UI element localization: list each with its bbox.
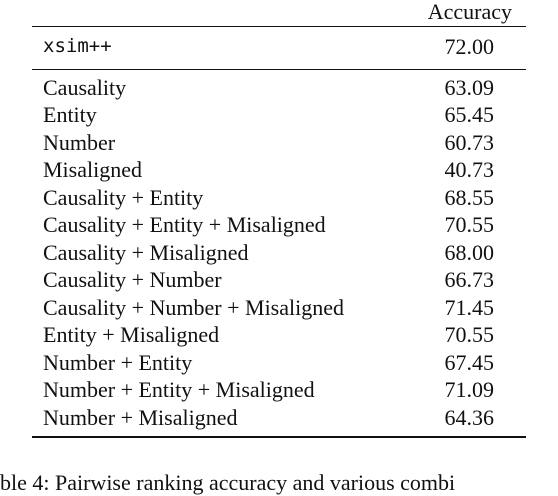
table-row: Number + Entity 67.45 (32, 349, 526, 377)
table-row: Misaligned 40.73 (32, 156, 526, 184)
row-value: 71.45 (444, 294, 495, 320)
table-row: Causality 63.09 (32, 74, 526, 102)
table-row: Entity 65.45 (32, 101, 526, 129)
results-table: Accuracy xsim++ 72.00 Causality 63.09 Enti… (32, 0, 526, 438)
row-value: 72.00 (444, 34, 495, 59)
row-value: 68.00 (444, 239, 495, 265)
table-row: Number 60.73 (32, 129, 526, 157)
header-rule (32, 26, 526, 27)
baseline-section: xsim++ 72.00 (32, 27, 526, 69)
row-name: Number (43, 129, 116, 155)
row-name: Causality + Entity + Misaligned (43, 212, 326, 237)
row-value: 60.73 (444, 129, 495, 155)
row-value: 70.55 (444, 322, 495, 347)
row-value: 71.09 (444, 377, 495, 402)
column-header-accuracy: Accuracy (427, 0, 512, 24)
table-row: Entity + Misaligned 70.55 (32, 321, 526, 349)
table-row: Number + Entity + Misaligned 71.09 (32, 376, 526, 404)
row-name: Misaligned (43, 157, 142, 182)
row-value: 63.09 (444, 74, 495, 100)
bottom-rule (32, 436, 526, 438)
row-value: 68.55 (444, 184, 495, 210)
row-name: Causality + Entity (43, 184, 204, 210)
table-row-baseline: xsim++ 72.00 (32, 33, 526, 61)
row-name: Number + Misaligned (43, 404, 238, 430)
row-value: 40.73 (444, 157, 495, 182)
row-value: 65.45 (444, 102, 495, 127)
table-header-row: Accuracy (32, 0, 526, 26)
table-row: Causality + Number + Misaligned 71.45 (32, 294, 526, 322)
row-value: 66.73 (444, 267, 495, 292)
row-name: Entity + Misaligned (43, 322, 220, 347)
row-name: Number + Entity (43, 349, 193, 375)
table-row: Causality + Misaligned 68.00 (32, 239, 526, 267)
row-name: Number + Entity + Misaligned (43, 377, 315, 402)
table-row: Causality + Entity + Misaligned 70.55 (32, 211, 526, 239)
row-name: xsim++ (43, 35, 112, 57)
row-value: 70.55 (444, 212, 495, 237)
row-value: 64.36 (444, 404, 495, 430)
row-name: Causality + Number (43, 267, 222, 292)
row-name: Entity (43, 102, 97, 127)
table-row: Causality + Entity 68.55 (32, 184, 526, 212)
row-name: Causality + Misaligned (43, 239, 249, 265)
table-row: Number + Misaligned 64.36 (32, 404, 526, 432)
table-row: Causality + Number 66.73 (32, 266, 526, 294)
row-name: Causality (43, 74, 127, 100)
combinations-section: Causality 63.09 Entity 65.45 Number 60.73 Misa… (32, 70, 526, 437)
row-name: Causality + Number + Misaligned (43, 294, 344, 320)
section-rule (32, 68, 526, 70)
row-value: 67.45 (444, 349, 495, 375)
table-caption: ble 4: Pairwise ranking accuracy and var… (0, 470, 456, 495)
